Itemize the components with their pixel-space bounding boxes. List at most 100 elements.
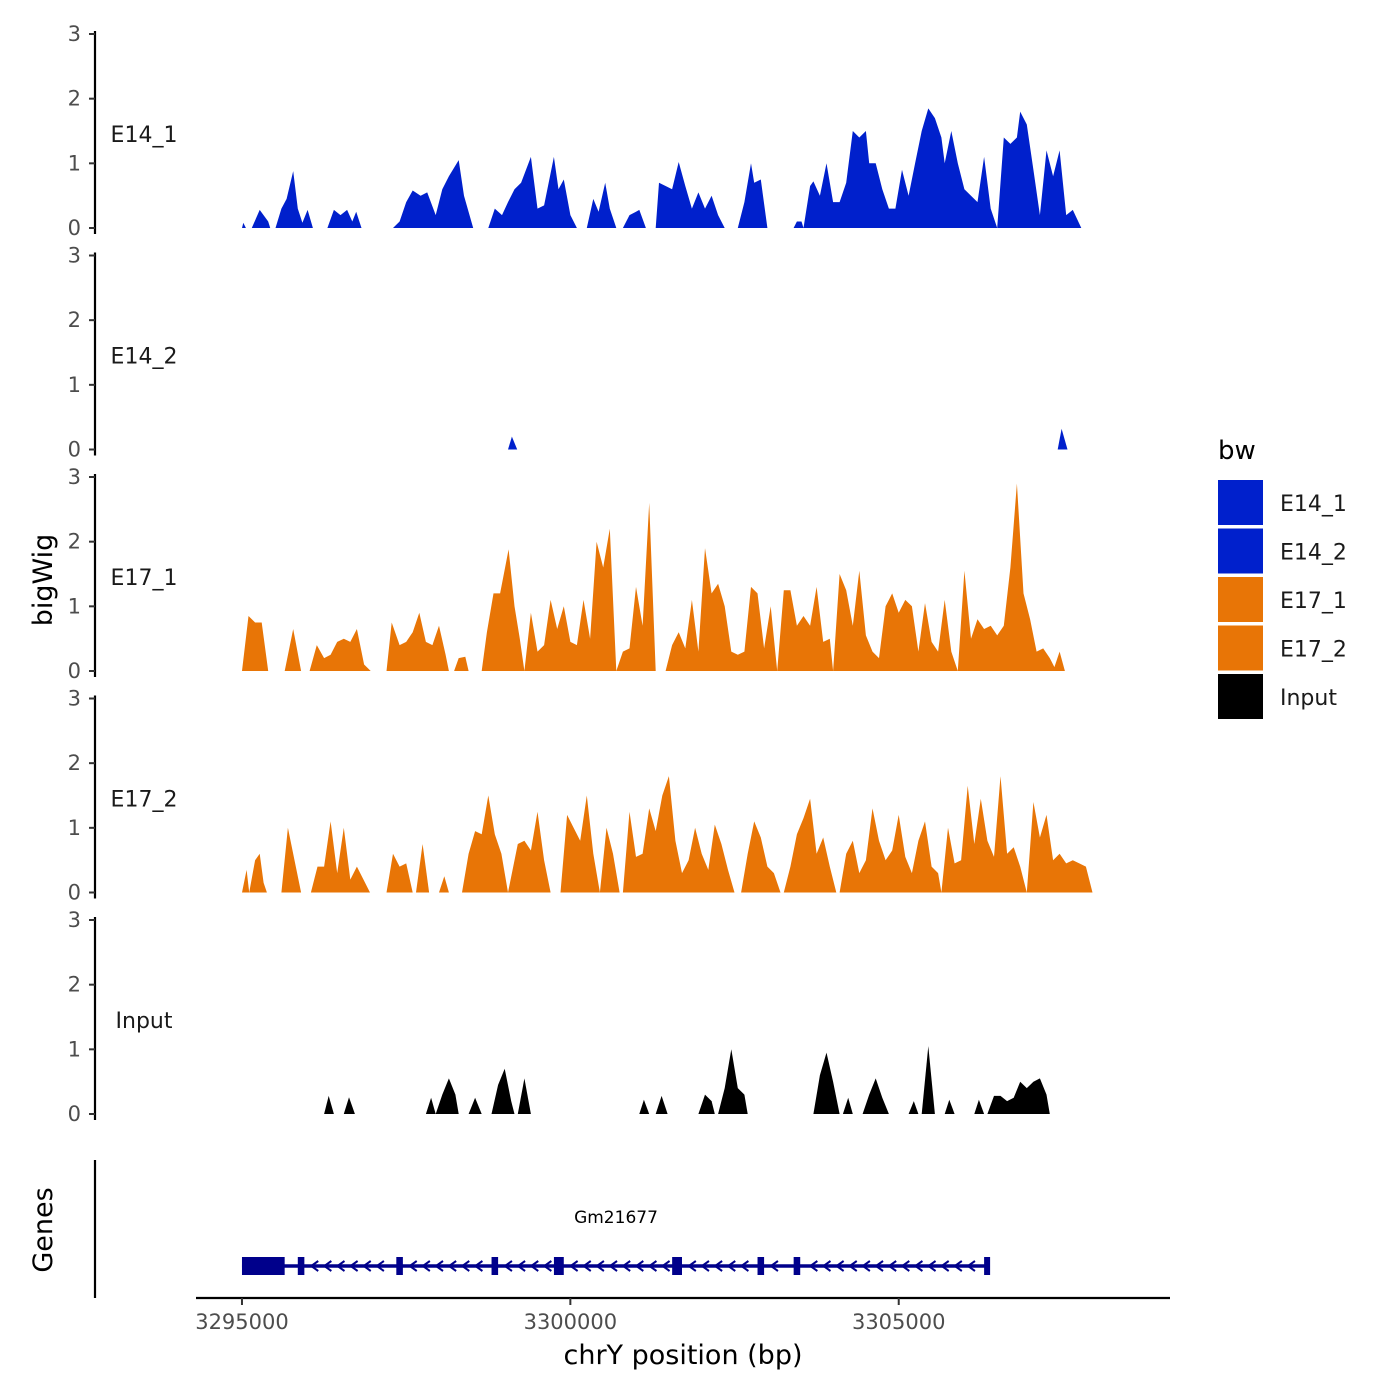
coverage-area	[1053, 651, 1065, 671]
strand-arrow	[621, 1260, 631, 1272]
coverage-area	[281, 827, 302, 893]
coverage-area	[586, 182, 617, 228]
strand-arrow	[447, 1260, 457, 1272]
legend-label: E14_1	[1280, 492, 1347, 517]
y-tick-label: 2	[68, 751, 81, 775]
coverage-area	[599, 827, 620, 893]
y-tick-label: 1	[68, 1037, 81, 1061]
coverage-area	[639, 1099, 650, 1114]
y-tick-label: 1	[68, 151, 81, 175]
coverage-area	[517, 1078, 531, 1114]
coverage-area	[1026, 802, 1093, 893]
gene-exon	[672, 1257, 682, 1275]
coverage-area	[839, 808, 942, 893]
coverage-area	[842, 1097, 853, 1114]
legend-swatch	[1218, 528, 1263, 574]
strand-arrow	[926, 1260, 937, 1272]
coverage-area	[435, 1078, 459, 1114]
coverage-area	[310, 821, 370, 893]
track-label: E17_1	[111, 566, 178, 591]
y-tick-label: 1	[68, 816, 81, 840]
coverage-area	[508, 811, 551, 893]
coverage-area	[698, 1094, 715, 1114]
gene-exon	[553, 1257, 564, 1275]
strand-arrow	[348, 1260, 359, 1272]
y-tick-label: 3	[68, 22, 81, 46]
strand-arrow	[335, 1260, 346, 1272]
x-tick-label: 3295000	[195, 1310, 289, 1334]
coverage-area	[454, 656, 469, 671]
coverage-area	[921, 1046, 935, 1114]
gene-exon	[297, 1257, 305, 1275]
coverage-area	[655, 1095, 668, 1114]
coverage-area	[941, 776, 1027, 893]
y-axis-title: bigWig	[28, 534, 59, 627]
coverage-area	[343, 1097, 355, 1114]
coverage-area	[813, 1052, 840, 1114]
y-tick-label: 0	[68, 216, 81, 240]
legend-swatch	[1218, 674, 1263, 719]
strand-arrow	[887, 1260, 897, 1272]
coverage-area	[251, 209, 271, 228]
strand-arrow	[953, 1260, 963, 1272]
gene-exon	[491, 1257, 499, 1275]
coverage-area	[242, 222, 246, 228]
strand-arrow	[460, 1260, 470, 1272]
strand-arrow	[647, 1260, 658, 1272]
strand-arrow	[608, 1260, 618, 1272]
legend-label: E14_2	[1280, 541, 1347, 566]
coverage-area	[622, 776, 735, 893]
strand-arrow	[634, 1260, 644, 1272]
track-e14-1: 0 1 2 3 E14_1	[68, 22, 1082, 240]
coverage-area	[793, 221, 804, 228]
strand-arrow	[322, 1260, 332, 1272]
strand-arrow	[848, 1260, 858, 1272]
coverage-area	[833, 570, 958, 671]
strand-arrow	[375, 1260, 385, 1272]
legend-swatch	[1218, 625, 1263, 671]
y-tick-label: 0	[68, 659, 81, 683]
y-tick-label: 2	[68, 87, 81, 111]
coverage-area	[425, 1097, 436, 1114]
x-tick-label: 3305000	[852, 1310, 946, 1334]
y-tick-label: 0	[68, 438, 81, 462]
strand-arrow	[834, 1260, 845, 1272]
strand-arrow	[434, 1260, 444, 1272]
coverage-area	[622, 209, 646, 228]
legend: bw E14_1 E14_2 E17_1 E17_2 Input	[1218, 436, 1347, 719]
strand-arrow	[542, 1260, 552, 1272]
strand-arrow	[568, 1260, 579, 1272]
coverage-area	[665, 548, 778, 671]
legend-label: E17_1	[1280, 589, 1347, 614]
track-label: E17_2	[111, 788, 178, 813]
legend-swatch	[1218, 577, 1263, 622]
coverage-tracks: 0 1 2 3 E14_1 0 1 2 3 E14_2 0 1 2 3 E17_1 0 1 2 3 E17_2 0 1 2 3…	[68, 22, 1093, 1126]
x-axis: 3295000 3300000 3305000	[195, 1296, 1170, 1334]
coverage-area	[908, 1101, 919, 1114]
gene-track: Gm21677	[93, 1160, 991, 1298]
coverage-area	[616, 502, 656, 671]
strand-arrow	[769, 1260, 779, 1272]
coverage-area	[275, 171, 313, 228]
coverage-area	[324, 1095, 334, 1114]
track-label: E14_2	[111, 345, 178, 370]
coverage-area	[944, 1099, 955, 1114]
y-tick-label: 1	[68, 373, 81, 397]
coverage-area	[957, 483, 1057, 671]
coverage-area	[249, 853, 267, 893]
strand-arrow	[309, 1260, 319, 1272]
strand-arrow	[700, 1260, 710, 1272]
coverage-area	[386, 612, 449, 671]
coverage-area	[462, 795, 508, 893]
coverage-area	[783, 798, 837, 893]
coverage-area	[386, 853, 413, 893]
strand-arrow	[529, 1260, 539, 1272]
y-tick-label: 3	[68, 244, 81, 268]
coverage-area	[468, 1097, 482, 1114]
coverage-area	[439, 876, 449, 893]
coverage-area	[718, 1049, 748, 1114]
coverage-area	[393, 160, 474, 228]
gene-exon	[396, 1257, 403, 1275]
